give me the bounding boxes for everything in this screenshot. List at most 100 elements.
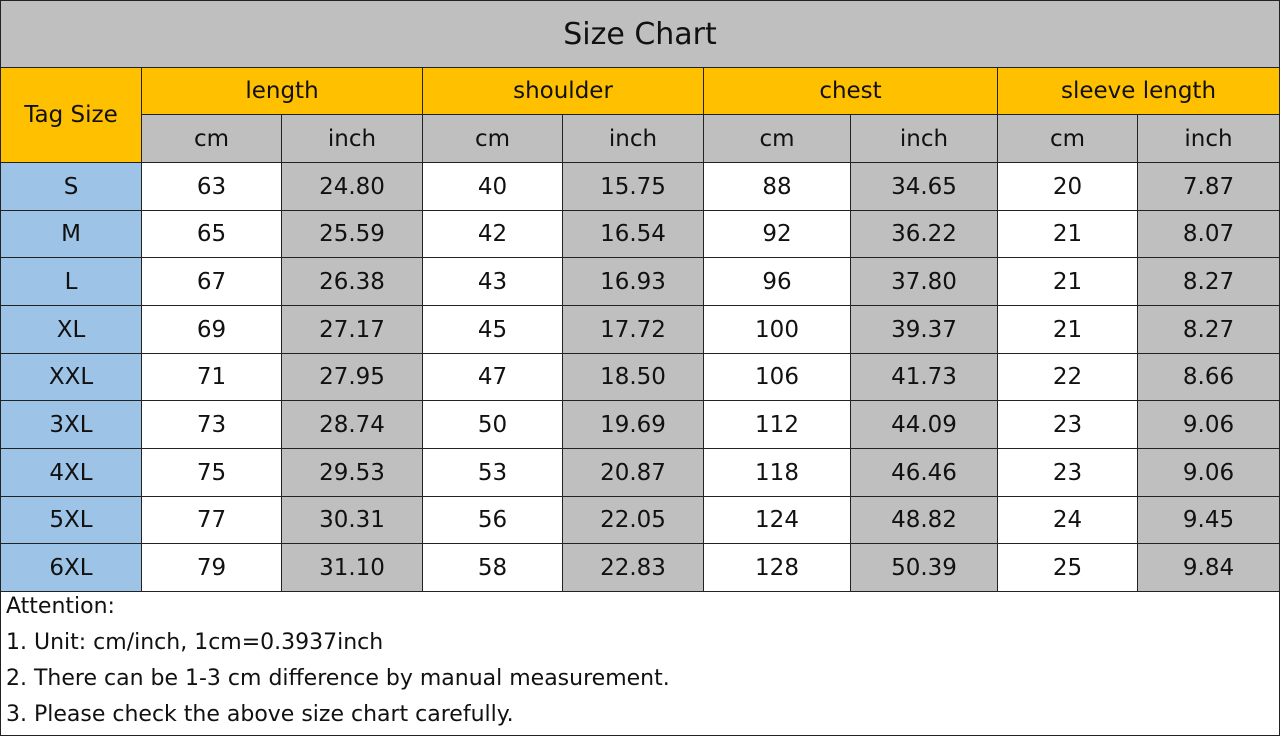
measurement: 15.75 (562, 162, 704, 211)
measurement: 44.09 (850, 400, 998, 449)
measurement: 45 (422, 305, 563, 354)
measurement: 8.07 (1137, 210, 1280, 258)
measurement: 73 (141, 400, 282, 449)
notes-box (0, 591, 1280, 736)
measurement: 27.17 (281, 305, 423, 354)
measurement: 18.50 (562, 353, 704, 401)
measurement: 79 (141, 543, 282, 592)
size-label: 3XL (0, 400, 142, 449)
measurement: 25.59 (281, 210, 423, 258)
size-label: L (0, 257, 142, 306)
measurement: 22.83 (562, 543, 704, 592)
measurement: 17.72 (562, 305, 704, 354)
measurement: 37.80 (850, 257, 998, 306)
measurement: 22.05 (562, 496, 704, 544)
measurement: 20.87 (562, 448, 704, 497)
note-line: 2. There can be 1-3 cm difference by man… (6, 666, 670, 691)
measurement: 16.54 (562, 210, 704, 258)
group-header: length (141, 67, 423, 115)
measurement: 88 (703, 162, 851, 211)
measurement: 26.38 (281, 257, 423, 306)
measurement: 58 (422, 543, 563, 592)
measurement: 30.31 (281, 496, 423, 544)
unit-header: cm (422, 114, 563, 163)
measurement: 9.84 (1137, 543, 1280, 592)
measurement: 24 (997, 496, 1138, 544)
unit-header: cm (997, 114, 1138, 163)
measurement: 16.93 (562, 257, 704, 306)
measurement: 96 (703, 257, 851, 306)
measurement: 124 (703, 496, 851, 544)
measurement: 21 (997, 257, 1138, 306)
measurement: 77 (141, 496, 282, 544)
size-label: 4XL (0, 448, 142, 497)
measurement: 29.53 (281, 448, 423, 497)
measurement: 63 (141, 162, 282, 211)
size-label: 5XL (0, 496, 142, 544)
measurement: 118 (703, 448, 851, 497)
measurement: 9.06 (1137, 448, 1280, 497)
measurement: 22 (997, 353, 1138, 401)
measurement: 36.22 (850, 210, 998, 258)
measurement: 21 (997, 305, 1138, 354)
measurement: 23 (997, 448, 1138, 497)
measurement: 34.65 (850, 162, 998, 211)
measurement: 47 (422, 353, 563, 401)
measurement: 28.74 (281, 400, 423, 449)
unit-header: cm (703, 114, 851, 163)
measurement: 9.06 (1137, 400, 1280, 449)
measurement: 31.10 (281, 543, 423, 592)
note-line: 1. Unit: cm/inch, 1cm=0.3937inch (6, 630, 384, 655)
measurement: 8.66 (1137, 353, 1280, 401)
measurement: 128 (703, 543, 851, 592)
size-label: XXL (0, 353, 142, 401)
measurement: 21 (997, 210, 1138, 258)
group-header: sleeve length (997, 67, 1280, 115)
note-line: 3. Please check the above size chart car… (6, 702, 514, 727)
measurement: 50.39 (850, 543, 998, 592)
measurement: 8.27 (1137, 257, 1280, 306)
group-header: chest (703, 67, 998, 115)
measurement: 19.69 (562, 400, 704, 449)
group-header: shoulder (422, 67, 704, 115)
measurement: 56 (422, 496, 563, 544)
measurement: 25 (997, 543, 1138, 592)
measurement: 27.95 (281, 353, 423, 401)
notes-title: Attention: (6, 594, 115, 619)
measurement: 24.80 (281, 162, 423, 211)
measurement: 20 (997, 162, 1138, 211)
measurement: 43 (422, 257, 563, 306)
measurement: 50 (422, 400, 563, 449)
measurement: 67 (141, 257, 282, 306)
measurement: 8.27 (1137, 305, 1280, 354)
unit-header: inch (1137, 114, 1280, 163)
measurement: 69 (141, 305, 282, 354)
measurement: 100 (703, 305, 851, 354)
measurement: 9.45 (1137, 496, 1280, 544)
size-label: S (0, 162, 142, 211)
measurement: 39.37 (850, 305, 998, 354)
measurement: 92 (703, 210, 851, 258)
measurement: 71 (141, 353, 282, 401)
measurement: 41.73 (850, 353, 998, 401)
measurement: 112 (703, 400, 851, 449)
measurement: 23 (997, 400, 1138, 449)
measurement: 42 (422, 210, 563, 258)
tag-size-header: Tag Size (0, 67, 142, 163)
measurement: 53 (422, 448, 563, 497)
size-label: 6XL (0, 543, 142, 592)
size-label: XL (0, 305, 142, 354)
measurement: 48.82 (850, 496, 998, 544)
measurement: 75 (141, 448, 282, 497)
unit-header: inch (281, 114, 423, 163)
size-label: M (0, 210, 142, 258)
measurement: 106 (703, 353, 851, 401)
measurement: 46.46 (850, 448, 998, 497)
unit-header: inch (562, 114, 704, 163)
measurement: 40 (422, 162, 563, 211)
unit-header: inch (850, 114, 998, 163)
table-title: Size Chart (0, 0, 1280, 68)
unit-header: cm (141, 114, 282, 163)
measurement: 7.87 (1137, 162, 1280, 211)
